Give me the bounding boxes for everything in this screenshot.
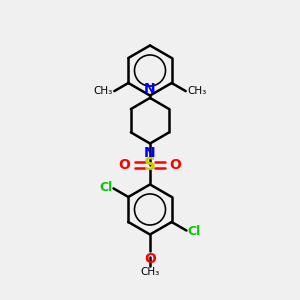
Text: CH₃: CH₃ xyxy=(94,85,113,95)
Text: O: O xyxy=(144,252,156,266)
Text: N: N xyxy=(144,146,156,160)
Text: CH₃: CH₃ xyxy=(140,267,160,277)
Text: Cl: Cl xyxy=(99,181,112,194)
Text: Cl: Cl xyxy=(188,225,201,238)
Text: N: N xyxy=(144,82,156,95)
Text: CH₃: CH₃ xyxy=(187,85,206,95)
Text: O: O xyxy=(118,158,130,172)
Text: O: O xyxy=(170,158,182,172)
Text: S: S xyxy=(144,156,156,174)
